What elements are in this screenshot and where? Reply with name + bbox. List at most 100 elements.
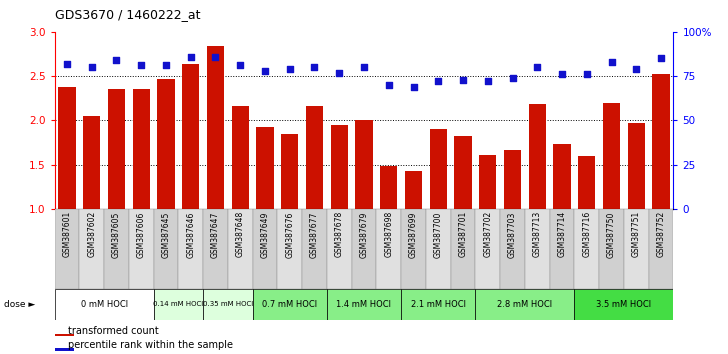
FancyBboxPatch shape — [649, 209, 673, 289]
Point — [185, 54, 197, 59]
Point — [86, 64, 98, 70]
Bar — [253, 289, 327, 320]
Bar — [578, 156, 596, 209]
Text: GSM387702: GSM387702 — [483, 211, 492, 257]
FancyBboxPatch shape — [376, 209, 401, 289]
Point — [111, 57, 122, 63]
Bar — [55, 348, 74, 351]
Text: GSM387679: GSM387679 — [360, 211, 368, 258]
Text: GSM387700: GSM387700 — [434, 211, 443, 258]
Bar — [207, 46, 224, 209]
Text: GSM387645: GSM387645 — [162, 211, 170, 258]
Point — [333, 70, 345, 75]
FancyBboxPatch shape — [550, 209, 574, 289]
FancyBboxPatch shape — [352, 209, 376, 289]
Text: GSM387649: GSM387649 — [261, 211, 269, 258]
Bar — [479, 155, 496, 209]
Text: GSM387601: GSM387601 — [63, 211, 71, 257]
Text: GSM387713: GSM387713 — [533, 211, 542, 257]
FancyBboxPatch shape — [129, 209, 154, 289]
Bar — [553, 144, 571, 209]
Text: 0.14 mM HOCl: 0.14 mM HOCl — [153, 302, 204, 307]
Point — [655, 56, 667, 61]
FancyBboxPatch shape — [79, 209, 104, 289]
Text: 0.35 mM HOCl: 0.35 mM HOCl — [202, 302, 253, 307]
Point — [507, 75, 518, 81]
Text: 2.8 mM HOCl: 2.8 mM HOCl — [497, 300, 553, 309]
FancyBboxPatch shape — [154, 209, 178, 289]
Text: GSM387646: GSM387646 — [186, 211, 195, 258]
Bar — [154, 289, 203, 320]
Bar — [281, 133, 298, 209]
Bar — [430, 129, 447, 209]
Text: GSM387751: GSM387751 — [632, 211, 641, 257]
Bar — [380, 166, 397, 209]
Point — [482, 79, 494, 84]
FancyBboxPatch shape — [55, 209, 79, 289]
Text: 0 mM HOCl: 0 mM HOCl — [81, 300, 127, 309]
Point — [581, 72, 593, 77]
Point — [457, 77, 469, 82]
Point — [259, 68, 271, 74]
Text: GSM387714: GSM387714 — [558, 211, 566, 257]
Text: 3.5 mM HOCl: 3.5 mM HOCl — [596, 300, 652, 309]
FancyBboxPatch shape — [302, 209, 327, 289]
FancyBboxPatch shape — [178, 209, 203, 289]
FancyBboxPatch shape — [104, 209, 129, 289]
Text: GDS3670 / 1460222_at: GDS3670 / 1460222_at — [55, 8, 200, 21]
Text: GSM387678: GSM387678 — [335, 211, 344, 257]
Point — [135, 63, 147, 68]
Bar — [603, 103, 620, 209]
Bar — [652, 74, 670, 209]
FancyBboxPatch shape — [500, 209, 525, 289]
Text: GSM387677: GSM387677 — [310, 211, 319, 258]
Point — [606, 59, 617, 65]
Bar — [327, 289, 401, 320]
Point — [284, 66, 296, 72]
Text: GSM387750: GSM387750 — [607, 211, 616, 258]
FancyBboxPatch shape — [574, 209, 599, 289]
Bar — [306, 106, 323, 209]
Bar — [628, 123, 645, 209]
Text: GSM387648: GSM387648 — [236, 211, 245, 257]
Bar — [83, 116, 100, 209]
Text: GSM387716: GSM387716 — [582, 211, 591, 257]
Bar — [256, 127, 274, 209]
FancyBboxPatch shape — [475, 209, 500, 289]
Bar — [401, 289, 475, 320]
Text: GSM387752: GSM387752 — [657, 211, 665, 257]
Bar — [203, 289, 253, 320]
Bar — [454, 136, 472, 209]
Point — [383, 82, 395, 88]
Text: 2.1 mM HOCl: 2.1 mM HOCl — [411, 300, 466, 309]
Point — [210, 54, 221, 59]
Bar — [232, 106, 249, 209]
FancyBboxPatch shape — [599, 209, 624, 289]
Text: percentile rank within the sample: percentile rank within the sample — [68, 341, 233, 350]
Point — [432, 79, 444, 84]
Text: GSM387701: GSM387701 — [459, 211, 467, 257]
FancyBboxPatch shape — [228, 209, 253, 289]
FancyBboxPatch shape — [253, 209, 277, 289]
Point — [358, 64, 370, 70]
FancyBboxPatch shape — [624, 209, 649, 289]
Bar — [475, 289, 574, 320]
Bar — [108, 89, 125, 209]
Point — [61, 61, 73, 67]
FancyBboxPatch shape — [277, 209, 302, 289]
Point — [234, 63, 246, 68]
Bar — [55, 289, 154, 320]
Bar — [355, 120, 373, 209]
Bar — [58, 87, 76, 209]
Bar — [132, 88, 150, 209]
Text: 0.7 mM HOCl: 0.7 mM HOCl — [262, 300, 317, 309]
Bar — [55, 334, 74, 336]
Bar — [574, 289, 673, 320]
Point — [531, 64, 543, 70]
Point — [408, 84, 419, 90]
Bar — [504, 150, 521, 209]
FancyBboxPatch shape — [327, 209, 352, 289]
Point — [556, 72, 568, 77]
Bar — [405, 171, 422, 209]
Text: GSM387606: GSM387606 — [137, 211, 146, 258]
